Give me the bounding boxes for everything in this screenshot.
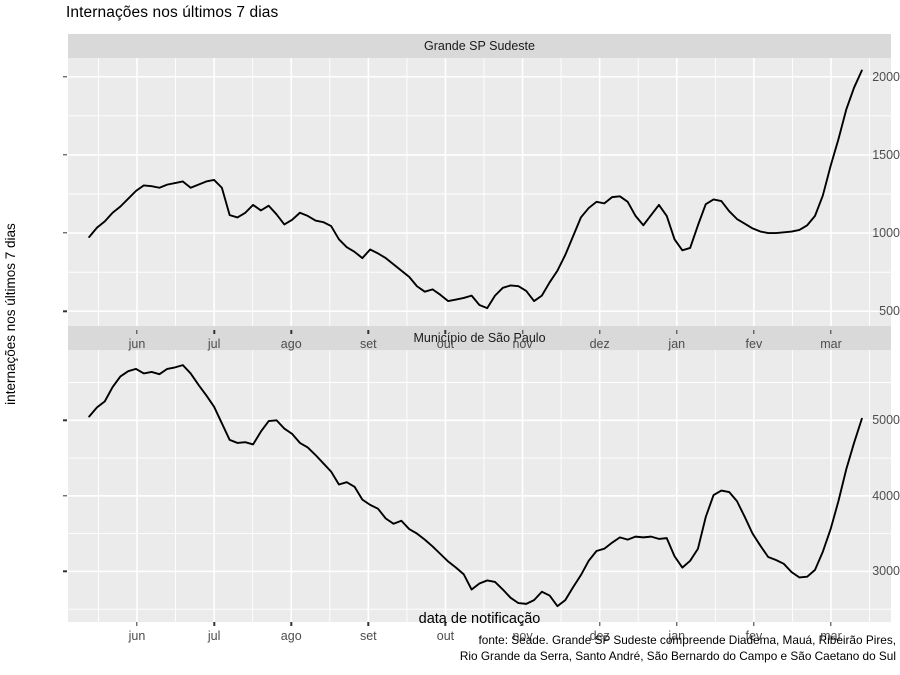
facet-strip-label-0: Grande SP Sudeste [68,34,891,58]
x-tick-label: set [359,337,377,351]
facet-strip-label-1: Município de São Paulo [68,326,891,350]
x-tick-label: mar [820,629,842,643]
x-tick-mark [367,622,370,626]
x-axis-title: data de notificação [418,611,541,627]
y-tick-label: 500 [879,304,900,319]
x-tick-label: nov [512,629,533,643]
x-tick-label: dez [589,629,610,643]
x-tick-mark [676,330,678,334]
x-tick-label: jun [128,337,146,351]
x-tick-mark [753,330,755,334]
y-tick-label: 5000 [872,413,900,428]
panel-svg-1 [68,350,891,622]
chart-caption: fonte: Seade. Grande SP Sudeste compreen… [0,632,896,664]
x-tick-label: fev [745,337,763,351]
plot-area-0 [68,58,891,330]
x-tick-label: ago [280,337,302,351]
x-tick-mark [290,622,292,626]
y-tick-mark [63,154,67,156]
x-tick-label: set [359,629,377,643]
x-tick-mark [521,330,524,334]
y-tick-label: 2000 [872,69,900,84]
y-tick-mark [63,232,67,234]
caption-line-2: Rio Grande da Serra, Santo André, São Be… [459,649,896,663]
x-tick-mark [521,622,524,626]
x-tick-label: out [436,629,455,643]
x-tick-label: ago [280,629,302,643]
page-title: Internações nos últimos 7 dias [66,4,279,21]
x-tick-mark [290,330,292,334]
x-tick-mark [444,622,447,626]
y-tick-label: 4000 [872,488,900,503]
caption-line-1: fonte: Seade. Grande SP Sudeste compreen… [478,633,896,647]
y-tick-mark [63,570,67,573]
x-tick-label: jan [668,629,686,643]
y-axis-title-wrapper: internações nos últimos 7 dias [2,34,20,594]
panel-svg-0 [68,58,891,330]
x-tick-mark [753,622,755,626]
data-line-1 [88,364,863,608]
x-tick-label: mar [820,337,842,351]
x-tick-mark [830,330,832,334]
y-tick-label: 1500 [872,147,900,162]
x-tick-label: jul [207,337,221,351]
plot-area-1 [68,350,891,622]
y-axis-title: internações nos últimos 7 dias [3,223,18,405]
x-tick-label: fev [745,629,763,643]
x-tick-mark [136,622,138,626]
x-tick-mark [830,622,832,626]
y-tick-mark [63,310,67,312]
y-tick-mark [63,419,67,421]
y-tick-mark [63,76,67,78]
x-tick-label: jun [128,629,146,643]
x-tick-mark [676,622,678,626]
x-tick-label: jul [207,629,221,643]
y-tick-mark [63,495,67,497]
data-line-0 [88,69,863,310]
x-tick-mark [367,330,370,334]
x-tick-label: out [436,337,455,351]
x-tick-mark [136,330,138,334]
x-tick-label: nov [512,337,533,351]
x-tick-mark [213,330,215,334]
x-tick-mark [598,330,601,334]
x-tick-mark [598,622,601,626]
x-tick-mark [444,330,447,334]
x-tick-label: dez [589,337,610,351]
x-tick-mark [213,622,215,626]
x-tick-label: jan [668,337,686,351]
y-tick-label: 3000 [872,564,900,579]
y-tick-label: 1000 [872,226,900,241]
